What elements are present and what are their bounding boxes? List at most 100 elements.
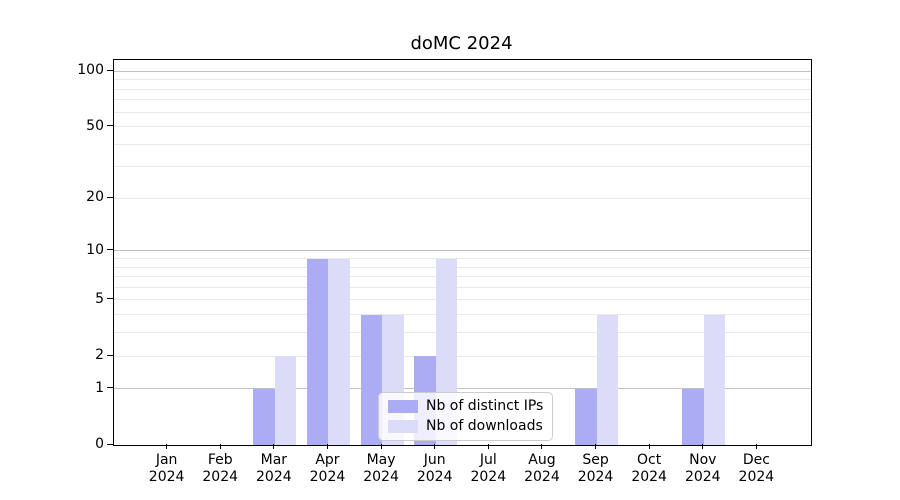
gridline-minor — [114, 286, 811, 288]
x-tick-month: Apr — [315, 452, 340, 468]
gridline-minor — [114, 111, 811, 113]
x-tick-month: Sep — [582, 452, 609, 468]
y-tick-label: 100 — [77, 62, 104, 79]
x-tick-mark — [219, 444, 221, 449]
x-tick-label: Apr 2024 — [287, 452, 367, 486]
x-tick-month: Jul — [479, 452, 497, 468]
gridline-major — [114, 388, 811, 390]
x-tick-month: Jan — [155, 452, 178, 468]
x-tick-year: 2024 — [631, 469, 667, 485]
x-tick-year: 2024 — [416, 469, 453, 485]
x-tick-month: Feb — [207, 452, 233, 468]
y-tick-label: 1 — [95, 379, 104, 396]
y-tick-mark — [107, 354, 113, 356]
x-tick-mark — [487, 444, 489, 449]
x-tick-year: 2024 — [148, 469, 185, 485]
x-tick-year: 2024 — [577, 469, 614, 485]
x-tick-mark — [648, 444, 650, 449]
x-tick-month: May — [366, 452, 396, 468]
legend-swatch-distinct-ips — [388, 400, 418, 413]
y-tick-mark — [107, 298, 113, 300]
bar-downloads-mar — [274, 356, 297, 445]
x-tick-mark — [434, 444, 436, 449]
legend-item-distinct-ips: Nb of distinct IPs — [388, 398, 543, 415]
gridline-minor — [114, 143, 811, 145]
x-tick-label: Jan 2024 — [127, 452, 207, 486]
y-tick-label: 5 — [95, 290, 104, 307]
x-tick-month: Oct — [637, 452, 662, 468]
y-tick-mark — [107, 443, 113, 445]
legend: Nb of distinct IPs Nb of downloads — [378, 392, 554, 441]
gridline-minor — [114, 166, 811, 168]
x-tick-year: 2024 — [524, 469, 560, 485]
gridline-minor — [114, 355, 811, 357]
x-tick-month: Mar — [260, 452, 288, 468]
y-tick-label: 50 — [86, 117, 104, 134]
y-tick-mark — [107, 249, 113, 251]
x-tick-label: May 2024 — [341, 452, 421, 486]
x-tick-year: 2024 — [470, 469, 507, 485]
x-tick-year: 2024 — [363, 469, 399, 485]
gridline-minor — [114, 266, 811, 268]
gridline-major — [114, 70, 811, 72]
x-tick-mark — [380, 444, 382, 449]
bar-ips-mar — [253, 388, 275, 445]
x-tick-label: Aug 2024 — [502, 452, 582, 486]
y-tick-label: 2 — [95, 347, 104, 364]
y-tick-label: 0 — [95, 436, 104, 452]
y-tick-mark — [107, 387, 113, 389]
bar-ips-sep — [575, 388, 597, 445]
bar-downloads-apr — [328, 258, 350, 445]
y-tick-mark — [107, 125, 113, 127]
x-tick-mark — [702, 444, 704, 449]
y-tick-mark — [107, 196, 113, 198]
x-tick-year: 2024 — [738, 469, 775, 485]
x-tick-mark — [755, 444, 757, 449]
x-tick-label: Dec 2024 — [716, 452, 796, 486]
bar-ips-nov — [682, 388, 704, 445]
x-tick-label: Mar 2024 — [234, 452, 314, 486]
x-tick-month: Aug — [528, 452, 556, 468]
y-tick-label: 20 — [86, 189, 104, 206]
gridline-major — [114, 250, 811, 252]
gridline-minor — [114, 258, 811, 259]
bar-downloads-nov — [703, 314, 726, 445]
x-tick-month: Dec — [742, 452, 770, 468]
gridline-minor — [114, 79, 811, 81]
gridline-minor — [114, 197, 811, 199]
x-tick-mark — [273, 444, 275, 449]
x-tick-year: 2024 — [256, 469, 292, 485]
legend-label-downloads: Nb of downloads — [426, 418, 543, 434]
x-tick-month: Nov — [689, 452, 717, 468]
x-tick-mark — [326, 444, 328, 449]
y-tick-mark — [107, 69, 113, 71]
x-tick-label: Oct 2024 — [609, 452, 689, 486]
x-tick-label: Nov 2024 — [663, 452, 743, 486]
gridline-minor — [114, 332, 811, 334]
bar-ips-apr — [307, 258, 329, 445]
chart-title: doMC 2024 — [410, 33, 513, 54]
x-tick-year: 2024 — [684, 469, 721, 485]
x-tick-label: Feb 2024 — [180, 452, 260, 486]
y-tick-label: 10 — [86, 241, 104, 258]
x-tick-label: Sep 2024 — [556, 452, 636, 486]
bar-ips-may — [360, 314, 383, 445]
gridline-minor — [114, 314, 811, 316]
plot-area — [113, 59, 812, 446]
x-tick-label: Jun 2024 — [395, 452, 475, 486]
x-tick-mark — [595, 444, 597, 449]
x-tick-month: Jun — [423, 452, 446, 468]
x-tick-mark — [166, 444, 168, 449]
legend-label-distinct-ips: Nb of distinct IPs — [426, 398, 544, 414]
gridline-minor — [114, 299, 811, 301]
bar-downloads-sep — [596, 314, 618, 445]
x-tick-year: 2024 — [202, 469, 239, 485]
legend-item-downloads: Nb of downloads — [388, 418, 543, 435]
x-tick-year: 2024 — [309, 469, 346, 485]
gridline-minor — [114, 126, 811, 128]
gridline-minor — [114, 88, 811, 90]
gridline-minor — [114, 276, 811, 278]
x-tick-label: Jul 2024 — [448, 452, 528, 486]
legend-swatch-downloads — [388, 420, 418, 433]
